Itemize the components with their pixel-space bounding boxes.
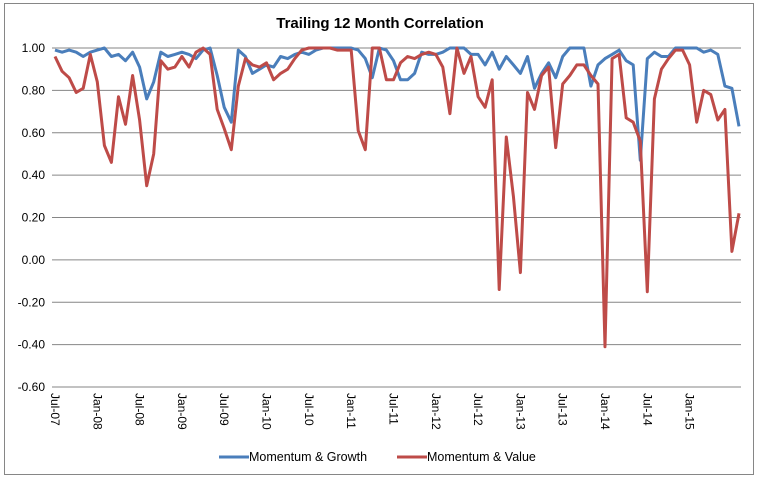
x-tick-label: Jul-10: [302, 393, 316, 426]
x-tick-label: Jul-13: [556, 393, 570, 426]
y-tick-label: 0.00: [22, 253, 46, 267]
legend-item-momentum-value: Momentum & Value: [397, 450, 536, 464]
x-tick-label: Jan-10: [260, 393, 274, 430]
y-tick-label: -0.20: [18, 295, 46, 309]
legend: Momentum & Growth Momentum & Value: [219, 450, 536, 464]
chart-frame: Trailing 12 Month Correlation 1.00 0.80 0.…: [4, 3, 754, 475]
gridlines: [52, 47, 741, 388]
x-tick-label: Jan-14: [598, 393, 612, 430]
chart-title: Trailing 12 Month Correlation: [276, 15, 484, 32]
y-tick-label: 0.20: [22, 211, 46, 225]
x-tick-label: Jul-11: [386, 393, 400, 425]
y-tick-label: 0.80: [22, 83, 46, 97]
x-tick-label: Jul-14: [640, 393, 654, 426]
legend-label-momentum-value: Momentum & Value: [427, 450, 536, 464]
y-tick-label: 1.00: [22, 41, 46, 55]
x-tick-label: Jan-09: [175, 393, 189, 430]
y-tick-label: -0.40: [18, 338, 46, 352]
y-tick-label: 0.40: [22, 168, 46, 182]
series-lines: [53, 46, 741, 349]
x-tick-label: Jul-12: [471, 393, 485, 426]
x-tick-label: Jul-08: [133, 393, 147, 426]
chart-canvas: Trailing 12 Month Correlation 1.00 0.80 0.…: [18, 15, 741, 464]
y-tick-label: 0.60: [22, 126, 46, 140]
x-tick-label: Jan-15: [683, 393, 697, 430]
x-tick-label: Jul-09: [217, 393, 231, 426]
x-tick-label: Jan-12: [429, 393, 443, 430]
x-tick-label: Jan-08: [90, 393, 104, 430]
legend-item-momentum-growth: Momentum & Growth: [219, 450, 367, 464]
x-tick-label: Jan-13: [513, 393, 527, 430]
series-line-momentum-value: [53, 46, 741, 349]
x-tick-label: Jul-07: [48, 393, 62, 426]
x-axis-ticks: Jul-07 Jan-08 Jul-08 Jan-09 Jul-09 Jan-10 Jul-…: [48, 393, 697, 430]
legend-label-momentum-growth: Momentum & Growth: [249, 450, 367, 464]
y-tick-label: -0.60: [18, 380, 46, 394]
x-tick-label: Jan-11: [344, 393, 358, 429]
y-axis-ticks: 1.00 0.80 0.60 0.40 0.20 0.00 -0.20 -0.40 -0.60: [18, 41, 46, 394]
